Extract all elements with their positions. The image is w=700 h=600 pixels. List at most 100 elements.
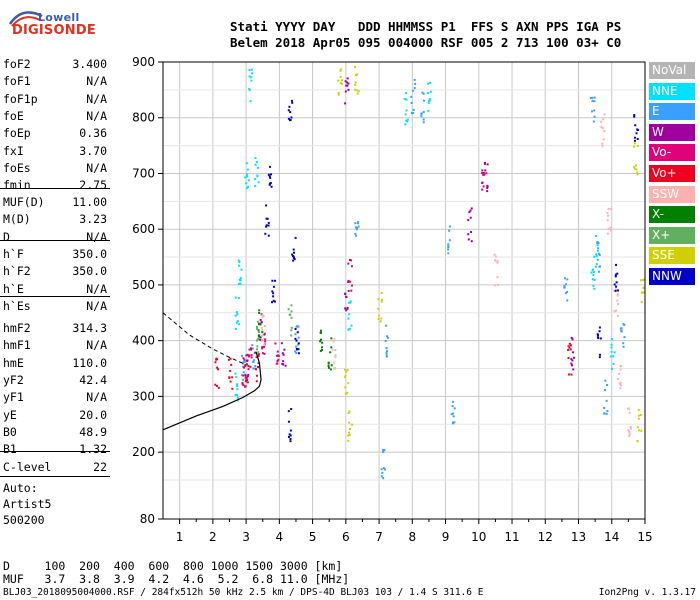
echo-point [254, 365, 257, 368]
echo-point [293, 258, 296, 261]
echo-point [628, 433, 631, 436]
echo-point [638, 414, 641, 417]
echo-point [320, 338, 323, 341]
echo-point [272, 299, 275, 302]
echo-point [629, 426, 632, 429]
echo-point [244, 376, 247, 379]
echo-point [628, 411, 631, 414]
footer-file-info: BLJ03_2018095004000.RSF / 284fx512h 50 k… [3, 587, 484, 598]
echo-point [319, 349, 322, 352]
echo-point [294, 327, 297, 330]
param-row: foEs N/A [3, 159, 107, 177]
header-labels: Stati YYYY DAY DDD HHMMSS P1 FFS S AXN P… [230, 19, 622, 34]
echo-point [597, 252, 600, 255]
echo-point [609, 226, 612, 229]
echo-point [467, 238, 470, 241]
echo-point [331, 348, 334, 351]
echo-point [567, 357, 570, 360]
echo-point [572, 368, 575, 371]
param-row: yF1 N/A [3, 388, 107, 406]
echo-point [261, 352, 264, 355]
echo-point [249, 365, 252, 368]
echo-point [633, 145, 636, 148]
echo-point [602, 138, 605, 141]
echo-point [339, 69, 342, 72]
param-name: fxI [3, 143, 24, 158]
y-tick-label: 900 [132, 55, 155, 69]
echo-point [242, 384, 245, 387]
echo-point [384, 339, 387, 342]
echo-point [334, 349, 337, 352]
echo-point [227, 358, 230, 361]
echo-point [567, 348, 570, 351]
echo-point [629, 427, 632, 430]
y-tick-label: 600 [132, 222, 155, 236]
param-name: hmE [3, 355, 24, 370]
echo-point [231, 376, 234, 379]
echo-point [616, 377, 619, 380]
echo-point [591, 110, 594, 113]
echo-point [410, 112, 413, 115]
echo-point [568, 342, 571, 345]
echo-point [334, 366, 337, 369]
echo-point [236, 313, 239, 316]
legend-item: NoVal [649, 62, 695, 79]
echo-point [259, 323, 262, 326]
echo-point [623, 336, 626, 339]
echo-point [572, 351, 575, 354]
muf-table-muf: MUF 3.7 3.8 3.9 4.2 4.6 5.2 6.8 11.0 [MH… [3, 572, 350, 586]
echo-point [615, 281, 618, 284]
echo-point [482, 172, 485, 175]
echo-point [239, 282, 242, 285]
echo-point [380, 291, 383, 294]
echo-point [214, 361, 217, 364]
echo-point [248, 348, 251, 351]
echo-point [412, 108, 415, 111]
echo-point [332, 340, 335, 343]
echo-point [236, 394, 239, 397]
echo-point [596, 334, 599, 337]
echo-point [636, 171, 639, 174]
echo-point [620, 365, 623, 368]
echo-point [597, 270, 600, 273]
param-value: 11.00 [72, 195, 107, 209]
echo-point [617, 302, 620, 305]
param-value: 3.400 [72, 57, 107, 71]
echo-point [243, 358, 246, 361]
echo-point [347, 382, 350, 385]
echo-point [257, 181, 260, 184]
param-row: foE N/A [3, 107, 107, 125]
echo-point [600, 120, 603, 123]
echo-point [614, 273, 617, 276]
echo-point [469, 209, 472, 212]
echo-point [345, 309, 348, 312]
param-value: 3.23 [79, 212, 107, 227]
echo-point [607, 214, 610, 217]
echo-point [414, 82, 417, 85]
electron-density-profile [162, 351, 262, 431]
echo-point [282, 353, 285, 356]
echo-point [347, 412, 350, 415]
echo-point [345, 370, 348, 373]
echo-point [344, 307, 347, 310]
echo-point [295, 347, 298, 350]
echo-point [229, 369, 232, 372]
echo-point [214, 383, 217, 386]
echo-point [595, 255, 598, 258]
echo-point [356, 73, 359, 76]
echo-point [610, 207, 613, 210]
param-row: C-level 22 [3, 458, 107, 476]
echo-point [235, 375, 238, 378]
echo-point [633, 115, 636, 118]
echo-point [281, 352, 284, 355]
echo-point [270, 173, 273, 176]
echo-point [410, 101, 413, 104]
echo-point [251, 72, 254, 75]
echo-point [451, 405, 454, 408]
echo-point [595, 253, 598, 256]
echo-point [385, 324, 388, 327]
echo-point [250, 76, 253, 79]
echo-point [616, 314, 619, 317]
param-name: yF2 [3, 372, 24, 387]
echo-point [591, 268, 594, 271]
